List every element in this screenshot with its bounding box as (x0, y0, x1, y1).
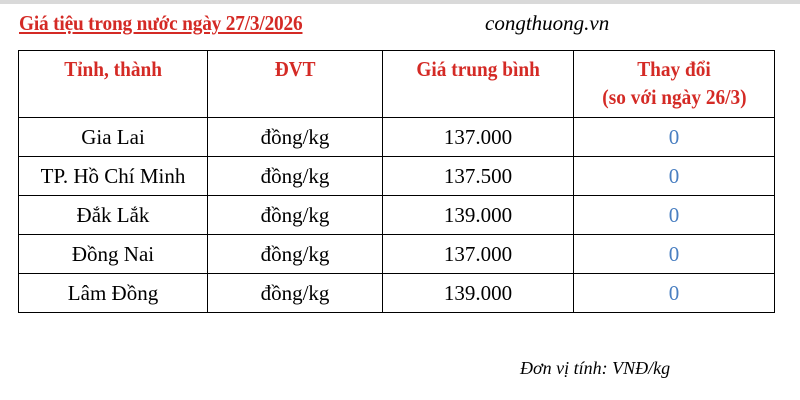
table-row: Đắk Lắk đồng/kg 139.000 0 (18, 195, 775, 235)
table-row: TP. Hồ Chí Minh đồng/kg 137.500 0 (18, 156, 775, 196)
cell-province: Đồng Nai (18, 234, 208, 274)
cell-unit: đồng/kg (207, 234, 383, 274)
table-row: Lâm Đồng đồng/kg 139.000 0 (18, 273, 775, 313)
cell-unit: đồng/kg (207, 273, 383, 313)
table-row: Gia Lai đồng/kg 137.000 0 (18, 117, 775, 157)
header-change: Thay đổi (so với ngày 26/3) (573, 50, 775, 118)
cell-province: Lâm Đồng (18, 273, 208, 313)
cell-province: TP. Hồ Chí Minh (18, 156, 208, 196)
unit-note: Đơn vị tính: VNĐ/kg (520, 358, 671, 378)
cell-province: Đắk Lắk (18, 195, 208, 235)
page-title: Giá tiệu trong nước ngày 27/3/2026 (19, 11, 303, 35)
cell-unit: đồng/kg (207, 156, 383, 196)
cell-price: 139.000 (382, 195, 574, 235)
cell-price: 139.000 (382, 273, 574, 313)
cell-change: 0 (573, 234, 775, 274)
header-unit: ĐVT (207, 50, 383, 118)
cell-change: 0 (573, 195, 775, 235)
header-avg-price: Giá trung bình (382, 50, 574, 118)
cell-price: 137.000 (382, 234, 574, 274)
table-row: Đồng Nai đồng/kg 137.000 0 (18, 234, 775, 274)
source-label: congthuong.vn (485, 11, 610, 35)
cell-change: 0 (573, 273, 775, 313)
cell-change: 0 (573, 156, 775, 196)
cell-unit: đồng/kg (207, 195, 383, 235)
table-header-row: Tỉnh, thành ĐVT Giá trung bình Thay đổi(… (18, 50, 775, 118)
header-province: Tỉnh, thành (18, 50, 208, 118)
cell-price: 137.500 (382, 156, 574, 196)
cell-change: 0 (573, 117, 775, 157)
top-bar (0, 0, 800, 4)
cell-price: 137.000 (382, 117, 574, 157)
cell-province: Gia Lai (18, 117, 208, 157)
cell-unit: đồng/kg (207, 117, 383, 157)
price-table: Tỉnh, thành ĐVT Giá trung bình Thay đổi(… (18, 50, 775, 313)
